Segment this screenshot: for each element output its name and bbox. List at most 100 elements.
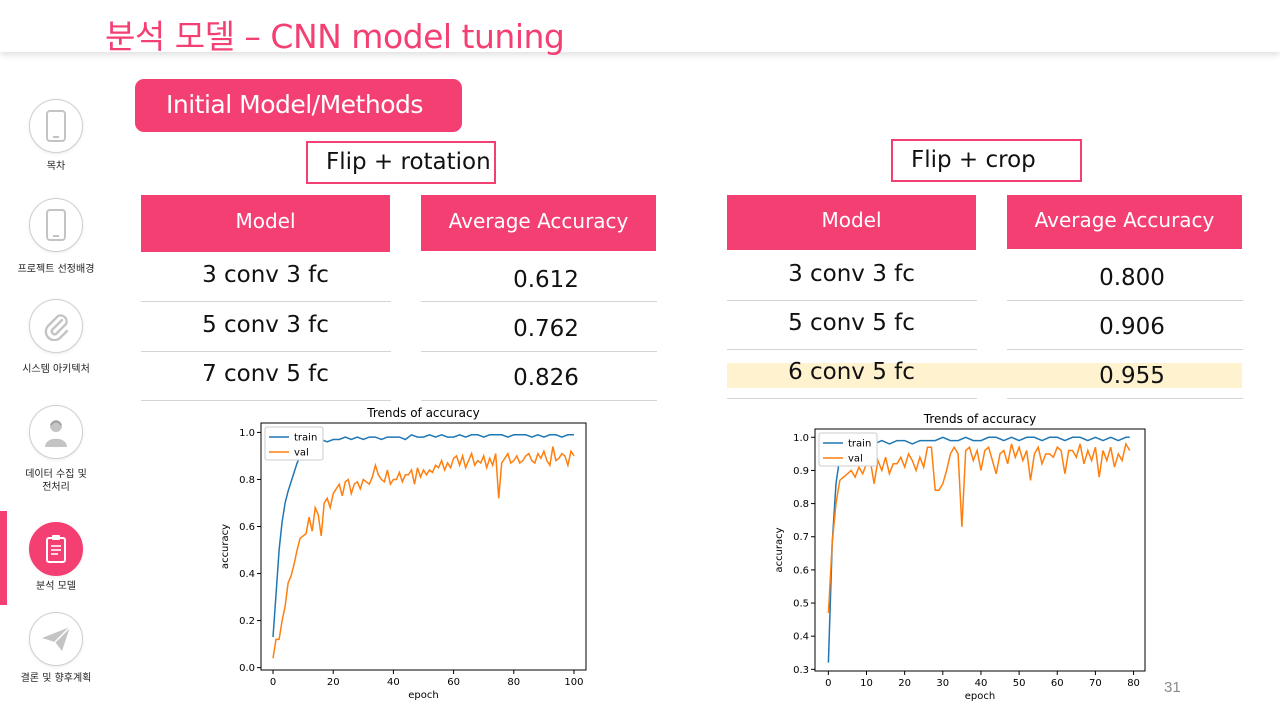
y-tick-label: 0.8: [239, 475, 255, 486]
sidebar-label-toc: 목차: [46, 161, 66, 172]
series-line-val: [272, 446, 575, 659]
table-cell-accuracy: 0.762: [513, 316, 579, 342]
smartphone-icon: [46, 110, 66, 142]
plot-frame: [814, 428, 1146, 672]
sidebar-label-architecture: 시스템 아키텍처: [22, 364, 90, 375]
table-cell-accuracy: 0.955: [1099, 363, 1165, 389]
method-label-left: Flip + rotation: [306, 141, 496, 184]
person-icon: [45, 420, 67, 447]
active-indicator: [0, 511, 7, 605]
paper-plane-icon: [42, 626, 71, 651]
row-divider: [727, 349, 977, 350]
legend-label-val: val: [848, 454, 863, 465]
smartphone-icon: [46, 209, 66, 241]
table-cell-model: 7 conv 5 fc: [202, 361, 329, 387]
y-tick-label: 0.6: [239, 522, 255, 533]
legend-label-val: val: [294, 448, 309, 459]
page-number: 31: [1164, 679, 1181, 696]
table-cell-accuracy: 0.800: [1099, 265, 1165, 291]
y-tick-label: 0.9: [793, 466, 809, 477]
table-cell-model: 5 conv 5 fc: [788, 310, 915, 336]
table-cell-model: 3 conv 3 fc: [202, 262, 329, 288]
sidebar-item-toc[interactable]: [29, 99, 83, 153]
x-tick-label: 0: [825, 678, 831, 689]
plot-frame: [260, 422, 587, 671]
table-cell-model: 5 conv 3 fc: [202, 312, 329, 338]
row-divider: [1007, 398, 1243, 399]
row-divider: [141, 400, 391, 401]
sidebar-label-conclusion: 결론 및 향후계획: [20, 673, 92, 684]
paperclip-icon: [44, 314, 69, 341]
row-divider: [1007, 300, 1243, 301]
x-tick-label: 40: [387, 677, 400, 688]
y-tick-label: 0.3: [793, 665, 809, 676]
legend-label-train: train: [294, 433, 317, 444]
y-tick-label: 0.6: [793, 565, 809, 576]
x-tick-label: 50: [1013, 678, 1026, 689]
section-title: Initial Model/Methods: [135, 79, 462, 132]
sidebar-item-data[interactable]: [29, 405, 83, 459]
sidebar-label-analysis: 분석 모델: [36, 581, 76, 592]
accuracy-chart-left: Trends of accuracy 0 20 40 60 80 100 0.0 0.2 0.4 0…: [220, 406, 587, 701]
x-tick-label: 40: [975, 678, 988, 689]
row-divider: [421, 400, 657, 401]
series-line-val: [827, 441, 1131, 614]
header-bar: 분석 모델 – CNN model tuning: [0, 0, 1280, 56]
chart-title: Trends of accuracy: [923, 412, 1036, 426]
table-cell-model: 3 conv 3 fc: [788, 261, 915, 287]
row-divider: [727, 300, 977, 301]
clipboard-icon: [46, 535, 66, 563]
x-tick-label: 60: [447, 677, 460, 688]
y-axis-label: accuracy: [220, 524, 231, 569]
y-tick-label: 0.4: [793, 632, 809, 643]
x-tick-label: 70: [1089, 678, 1102, 689]
x-axis-label: epoch: [965, 691, 995, 702]
sidebar-item-background[interactable]: [29, 198, 83, 252]
table-cell-accuracy: 0.826: [513, 365, 579, 391]
sidebar-item-conclusion[interactable]: [29, 612, 83, 666]
series-line-train: [272, 433, 574, 638]
row-divider: [141, 351, 391, 352]
row-divider: [421, 301, 657, 302]
x-tick-label: 80: [1127, 678, 1140, 689]
x-tick-label: 100: [564, 677, 583, 688]
x-tick-label: 10: [860, 678, 873, 689]
sidebar-label-background: 프로젝트 선정배경: [17, 264, 95, 275]
table-header-model: Model: [727, 195, 976, 250]
x-tick-label: 20: [327, 677, 340, 688]
row-divider: [421, 351, 657, 352]
y-tick-label: 0.7: [793, 532, 809, 543]
y-tick-label: 0.5: [793, 599, 809, 610]
y-tick-label: 0.0: [239, 663, 255, 674]
sidebar-item-analysis[interactable]: [29, 522, 83, 576]
y-axis-label: accuracy: [774, 527, 785, 572]
y-tick-label: 1.0: [239, 428, 255, 439]
x-tick-label: 80: [507, 677, 520, 688]
x-tick-label: 20: [898, 678, 911, 689]
table-header-accuracy: Average Accuracy: [421, 195, 656, 251]
page-title: 분석 모델 – CNN model tuning: [105, 17, 565, 56]
y-tick-label: 1.0: [793, 433, 809, 444]
x-tick-label: 30: [936, 678, 949, 689]
sidebar-item-architecture[interactable]: [29, 299, 83, 353]
x-tick-label: 0: [270, 677, 276, 688]
series-line-train: [827, 436, 1130, 663]
x-tick-label: 60: [1051, 678, 1064, 689]
y-tick-label: 0.4: [239, 569, 255, 580]
table-header-accuracy: Average Accuracy: [1007, 195, 1242, 249]
table-cell-accuracy: 0.906: [1099, 314, 1165, 340]
y-tick-label: 0.2: [239, 616, 255, 627]
chart-title: Trends of accuracy: [366, 406, 479, 420]
x-axis-label: epoch: [408, 690, 438, 701]
y-tick-label: 0.8: [793, 499, 809, 510]
legend-label-train: train: [848, 439, 871, 450]
method-label-right: Flip + crop: [891, 139, 1082, 182]
row-divider: [141, 301, 391, 302]
table-header-model: Model: [141, 195, 390, 252]
row-divider: [727, 398, 977, 399]
row-divider: [1007, 349, 1243, 350]
accuracy-chart-right: Trends of accuracy 0 10 20 30 40 50 60 70 80 0.3 0.…: [774, 412, 1146, 702]
sidebar-label-data: 데이터 수집 및 전처리: [25, 469, 87, 493]
table-cell-model: 6 conv 5 fc: [788, 359, 915, 385]
highlighted-row: [727, 363, 1242, 388]
